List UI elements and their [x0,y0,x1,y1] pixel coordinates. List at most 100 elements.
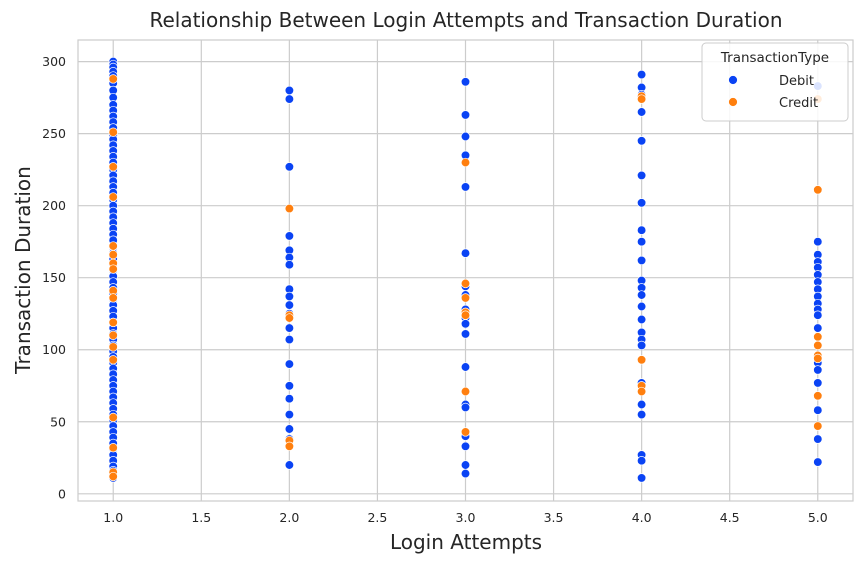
debit-point [636,314,647,325]
legend-marker-credit [728,97,738,107]
credit-point [108,293,118,303]
credit-point [108,250,118,260]
credit-point [108,264,118,274]
debit-point [460,329,471,339]
y-tick-label: 300 [42,54,66,69]
debit-point [460,441,471,451]
legend: TransactionType Debit Credit [701,42,849,122]
debit-point [636,69,647,80]
debit-point [813,237,823,247]
credit-point [108,355,118,365]
credit-point [108,162,118,172]
credit-point [108,471,118,482]
debit-point [636,136,647,146]
x-tick-label: 1.0 [103,510,123,525]
debit-point [813,457,823,467]
debit-point [284,85,295,96]
x-tick-label: 2.5 [367,510,387,525]
credit-point [813,332,823,342]
legend-marker-debit [728,75,738,85]
credit-point [813,421,823,431]
debit-point [813,323,823,333]
legend-label-debit: Debit [779,74,814,89]
debit-point [636,107,647,117]
credit-point [636,94,647,104]
credit-point [636,386,647,397]
credit-point [813,340,823,351]
debit-point [813,378,823,388]
credit-point [813,391,823,401]
debit-point [636,473,647,483]
debit-point [636,456,647,466]
debit-point [284,94,295,104]
credit-point [460,386,471,397]
debit-point [813,434,823,444]
debit-point [284,359,295,369]
credit-point [108,127,118,137]
debit-point [813,310,823,320]
credit-point [284,203,295,214]
y-tick-label: 50 [50,414,66,429]
y-tick-label: 200 [42,198,66,213]
debit-point [460,131,471,142]
credit-point [460,427,471,437]
debit-point [460,468,471,479]
x-tick-label: 1.5 [191,510,211,525]
debit-point [813,405,823,415]
debit-point [284,394,295,404]
x-tick-labels: 1.0 1.5 2.0 2.5 3.0 3.5 4.0 4.5 5.0 [103,510,827,525]
credit-point [460,293,471,303]
y-tick-label: 250 [42,126,66,141]
debit-point [284,381,295,391]
credit-point [108,317,118,328]
debit-point [284,424,295,434]
credit-point [108,412,118,423]
legend-title: TransactionType [720,50,829,66]
y-tick-label: 0 [58,486,66,501]
debit-point [636,301,647,312]
debit-point [284,460,295,470]
credit-point [108,241,118,251]
x-axis-label: Login Attempts [390,530,542,554]
debit-point [284,300,295,310]
debit-point [460,319,471,329]
x-tick-label: 5.0 [808,510,828,525]
credit-point [108,330,118,340]
credit-point [284,313,295,323]
credit-point [813,185,823,195]
debit-point [636,225,647,235]
credit-point [108,443,118,453]
debit-point [460,362,471,372]
y-axis-label: Transaction Duration [11,166,35,375]
x-tick-label: 3.0 [456,510,476,525]
debit-point [284,409,295,420]
credit-point [813,353,823,364]
debit-point [460,460,471,470]
debit-point [284,323,295,333]
credit-point [460,310,471,320]
debit-point [636,290,647,300]
debit-point [460,402,471,413]
debit-point [460,182,471,192]
credit-point [108,74,118,84]
legend-box [701,42,849,122]
credit-point [108,192,118,202]
y-tick-labels: 0 50 100 150 200 250 300 [42,54,66,501]
x-tick-label: 2.0 [279,510,299,525]
credit-point [284,441,295,451]
debit-point [636,409,647,420]
debit-point [284,334,295,345]
data-points [108,56,823,483]
debit-point [636,237,647,247]
debit-point [460,77,471,87]
x-tick-label: 4.5 [720,510,740,525]
chart-title: Relationship Between Login Attempts and … [149,8,782,32]
debit-point [636,170,647,181]
debit-point [284,291,295,302]
debit-point [284,231,295,241]
plot-area-frame [77,39,854,502]
series-credit [108,74,823,482]
credit-point [108,342,118,352]
debit-point [460,248,471,258]
legend-label-credit: Credit [779,96,818,111]
